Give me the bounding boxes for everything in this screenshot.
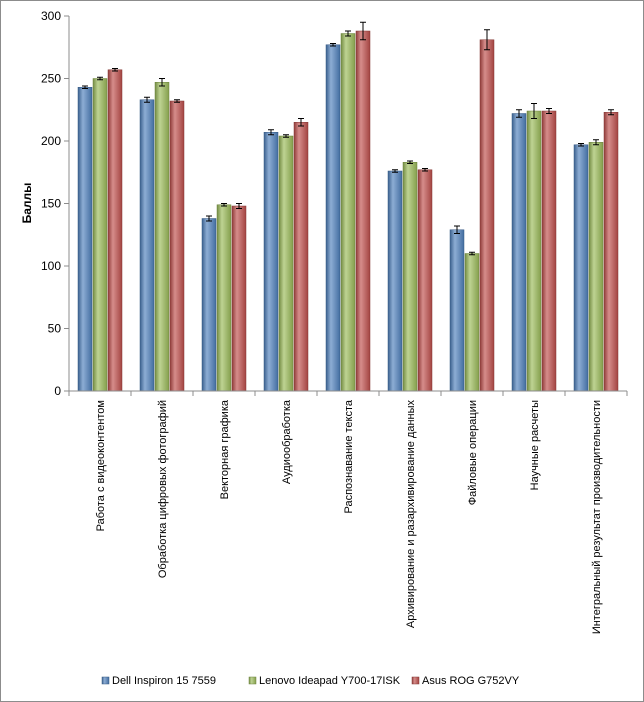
y-tick-label: 250 — [41, 72, 61, 86]
x-category-label: Научные расчеты — [529, 400, 541, 490]
bar — [573, 144, 589, 392]
bar — [154, 82, 170, 392]
bar — [588, 142, 604, 392]
bar — [263, 132, 279, 392]
bar — [526, 110, 542, 392]
x-category-label: Архивирование и разархивирование данных — [405, 400, 417, 629]
bar — [449, 229, 465, 392]
bar — [92, 78, 108, 392]
x-category-label: Файловые операции — [467, 400, 479, 505]
legend-swatch — [248, 676, 257, 685]
y-axis-title-group: Баллы — [20, 183, 34, 224]
legend-label: Asus ROG G752VY — [422, 675, 520, 687]
legend-label: Dell Inspiron 15 7559 — [112, 675, 216, 687]
bar — [402, 162, 418, 392]
bar — [216, 204, 232, 392]
x-category-label: Интегральный результат производительност… — [591, 400, 603, 634]
x-category-label: Обработка цифровых фотографий — [157, 400, 169, 578]
y-tick-label: 150 — [41, 197, 61, 211]
y-tick-label: 300 — [41, 9, 61, 23]
bar — [511, 113, 527, 392]
bar — [293, 122, 309, 392]
bar — [325, 44, 341, 392]
bar — [77, 87, 93, 392]
bar — [139, 99, 155, 392]
x-category-label: Аудиообработка — [281, 399, 293, 484]
bar — [340, 33, 356, 392]
legend-swatch — [101, 676, 110, 685]
y-tick-label: 50 — [48, 322, 62, 336]
x-category-label: Распознавание текста — [343, 399, 355, 513]
y-tick-label: 200 — [41, 134, 61, 148]
bar — [603, 112, 619, 392]
bar — [541, 110, 557, 392]
bar — [417, 169, 433, 392]
bar — [464, 253, 480, 392]
bar — [355, 30, 371, 392]
x-category-label: Работа с видеоконтентом — [95, 400, 107, 531]
y-tick-label: 100 — [41, 259, 61, 273]
bar — [278, 135, 294, 392]
legend-swatch — [411, 676, 420, 685]
y-tick-label: 0 — [54, 384, 61, 398]
x-category-label: Векторная графика — [219, 399, 231, 499]
bar — [201, 218, 217, 392]
bar — [169, 100, 185, 392]
bar — [231, 205, 247, 392]
y-axis-title: Баллы — [20, 183, 34, 224]
bar — [479, 39, 495, 392]
bar — [107, 69, 123, 392]
legend-label: Lenovo Ideapad Y700-17ISK — [259, 675, 401, 687]
bar — [387, 170, 403, 392]
